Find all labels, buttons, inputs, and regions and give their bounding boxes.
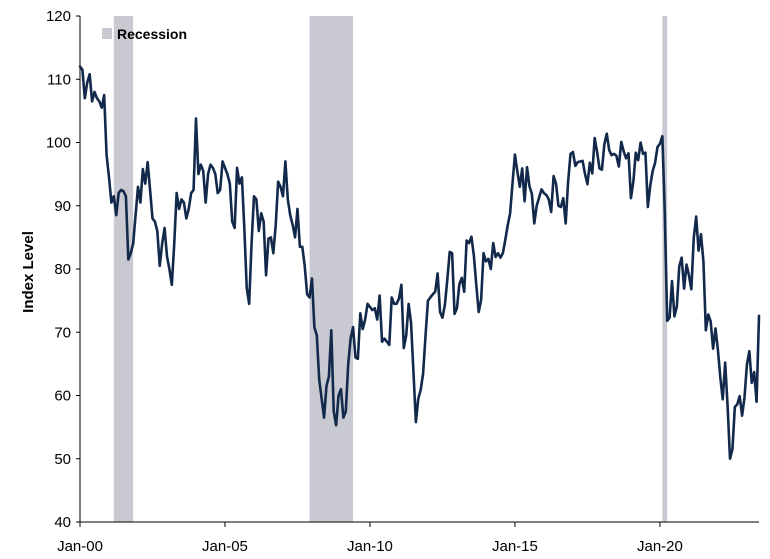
x-tick-label: Jan-20 bbox=[637, 538, 683, 555]
legend: Recession bbox=[102, 26, 187, 42]
x-tick-labels: Jan-00 Jan-05 Jan-10 Jan-15 Jan-20 bbox=[57, 522, 683, 555]
series-line-1 bbox=[78, 65, 761, 461]
y-axis-title: Index Level bbox=[20, 231, 37, 313]
y-tick-labels: 40 50 60 70 80 90 100 110 120 bbox=[46, 8, 80, 531]
series-layer bbox=[78, 65, 761, 461]
y-tick-label: 120 bbox=[46, 8, 71, 25]
y-tick-label: 90 bbox=[54, 198, 71, 215]
y-tick-label: 110 bbox=[47, 71, 71, 88]
y-tick-label: 40 bbox=[54, 514, 71, 531]
y-tick-label: 60 bbox=[54, 388, 71, 405]
x-tick-label: Jan-00 bbox=[57, 538, 103, 555]
recession-band-2 bbox=[309, 16, 354, 522]
x-tick-label: Jan-05 bbox=[202, 538, 248, 555]
legend-swatch-recession bbox=[102, 28, 112, 39]
y-tick-label: 70 bbox=[54, 324, 71, 341]
x-tick-label: Jan-10 bbox=[347, 538, 393, 555]
x-tick-label: Jan-15 bbox=[492, 538, 538, 555]
recession-band-1 bbox=[113, 16, 134, 522]
y-tick-label: 80 bbox=[54, 261, 71, 278]
y-tick-label: 100 bbox=[46, 135, 71, 152]
recession-bands bbox=[113, 16, 668, 522]
axes bbox=[79, 16, 759, 523]
legend-label-recession: Recession bbox=[117, 26, 187, 42]
y-tick-label: 50 bbox=[54, 451, 71, 468]
